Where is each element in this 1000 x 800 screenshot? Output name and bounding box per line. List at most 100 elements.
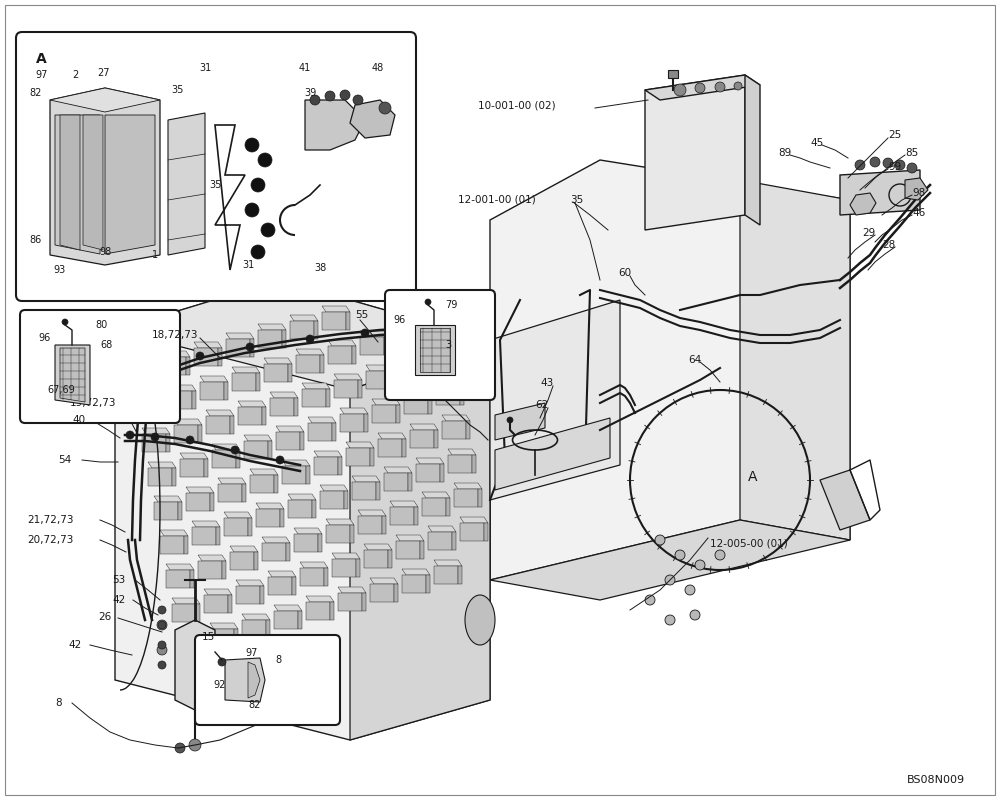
Polygon shape bbox=[136, 400, 160, 418]
Circle shape bbox=[675, 550, 685, 560]
Polygon shape bbox=[274, 605, 302, 611]
Polygon shape bbox=[454, 489, 478, 507]
Polygon shape bbox=[242, 484, 246, 502]
Polygon shape bbox=[326, 519, 354, 525]
Polygon shape bbox=[416, 464, 440, 482]
FancyBboxPatch shape bbox=[16, 32, 416, 301]
Polygon shape bbox=[162, 351, 190, 357]
Circle shape bbox=[157, 620, 167, 630]
Polygon shape bbox=[478, 489, 482, 507]
Polygon shape bbox=[142, 428, 170, 434]
Polygon shape bbox=[356, 559, 360, 577]
Text: 99: 99 bbox=[888, 162, 901, 172]
Polygon shape bbox=[820, 470, 870, 530]
Polygon shape bbox=[364, 544, 392, 550]
Polygon shape bbox=[55, 115, 100, 254]
Polygon shape bbox=[238, 401, 266, 407]
Polygon shape bbox=[168, 391, 192, 409]
Circle shape bbox=[276, 456, 284, 464]
Circle shape bbox=[361, 329, 369, 337]
Polygon shape bbox=[352, 346, 356, 364]
Polygon shape bbox=[320, 485, 348, 491]
Text: 35: 35 bbox=[172, 85, 184, 95]
Text: 28: 28 bbox=[882, 240, 895, 250]
Text: 21,72,73: 21,72,73 bbox=[27, 515, 74, 525]
Polygon shape bbox=[236, 580, 264, 586]
FancyBboxPatch shape bbox=[385, 290, 495, 400]
Polygon shape bbox=[372, 399, 400, 405]
Circle shape bbox=[245, 203, 259, 217]
Polygon shape bbox=[366, 371, 390, 389]
Polygon shape bbox=[276, 426, 304, 432]
Polygon shape bbox=[224, 382, 228, 400]
Polygon shape bbox=[270, 398, 294, 416]
Polygon shape bbox=[234, 629, 238, 647]
Polygon shape bbox=[486, 344, 490, 362]
Polygon shape bbox=[378, 433, 406, 439]
Polygon shape bbox=[248, 662, 260, 698]
Polygon shape bbox=[420, 541, 424, 559]
Polygon shape bbox=[745, 75, 760, 225]
Polygon shape bbox=[420, 328, 450, 372]
Text: 45: 45 bbox=[810, 138, 823, 148]
Polygon shape bbox=[83, 115, 103, 250]
Polygon shape bbox=[168, 113, 205, 255]
Polygon shape bbox=[178, 502, 182, 520]
Polygon shape bbox=[302, 389, 326, 407]
Polygon shape bbox=[350, 340, 490, 740]
Polygon shape bbox=[308, 423, 332, 441]
Polygon shape bbox=[322, 306, 350, 312]
Polygon shape bbox=[394, 584, 398, 602]
Polygon shape bbox=[200, 376, 228, 382]
Polygon shape bbox=[312, 500, 316, 518]
Polygon shape bbox=[434, 566, 458, 584]
Circle shape bbox=[261, 223, 275, 237]
Polygon shape bbox=[115, 280, 490, 740]
Polygon shape bbox=[330, 602, 334, 620]
Circle shape bbox=[855, 160, 865, 170]
Polygon shape bbox=[60, 348, 85, 402]
Text: 92: 92 bbox=[213, 680, 225, 690]
Polygon shape bbox=[422, 492, 450, 498]
Text: 2: 2 bbox=[72, 70, 78, 80]
Polygon shape bbox=[332, 423, 336, 441]
Polygon shape bbox=[358, 516, 382, 534]
Circle shape bbox=[695, 560, 705, 570]
Polygon shape bbox=[410, 424, 438, 430]
Polygon shape bbox=[244, 435, 272, 441]
Polygon shape bbox=[148, 468, 172, 486]
Text: 8: 8 bbox=[275, 655, 281, 665]
Polygon shape bbox=[50, 88, 160, 265]
Circle shape bbox=[734, 82, 742, 90]
Text: 89: 89 bbox=[778, 148, 791, 158]
Polygon shape bbox=[264, 358, 292, 364]
Polygon shape bbox=[256, 509, 280, 527]
Text: 43: 43 bbox=[540, 378, 553, 388]
Polygon shape bbox=[384, 473, 408, 491]
Polygon shape bbox=[372, 405, 396, 423]
Polygon shape bbox=[224, 512, 252, 518]
Polygon shape bbox=[308, 417, 336, 423]
Polygon shape bbox=[172, 598, 200, 604]
Polygon shape bbox=[404, 396, 428, 414]
Polygon shape bbox=[225, 658, 265, 702]
Circle shape bbox=[62, 319, 68, 325]
Polygon shape bbox=[162, 357, 186, 375]
Polygon shape bbox=[428, 532, 452, 550]
Polygon shape bbox=[204, 589, 232, 595]
Polygon shape bbox=[210, 629, 234, 647]
Polygon shape bbox=[364, 550, 388, 568]
FancyBboxPatch shape bbox=[20, 310, 180, 423]
Polygon shape bbox=[430, 353, 454, 371]
Polygon shape bbox=[300, 432, 304, 450]
Polygon shape bbox=[408, 473, 412, 491]
Polygon shape bbox=[268, 571, 296, 577]
Text: 38: 38 bbox=[314, 263, 326, 273]
Polygon shape bbox=[328, 340, 356, 346]
Polygon shape bbox=[218, 484, 242, 502]
Circle shape bbox=[425, 299, 431, 305]
Polygon shape bbox=[230, 416, 234, 434]
Polygon shape bbox=[452, 532, 456, 550]
Polygon shape bbox=[314, 451, 342, 457]
Circle shape bbox=[870, 157, 880, 167]
